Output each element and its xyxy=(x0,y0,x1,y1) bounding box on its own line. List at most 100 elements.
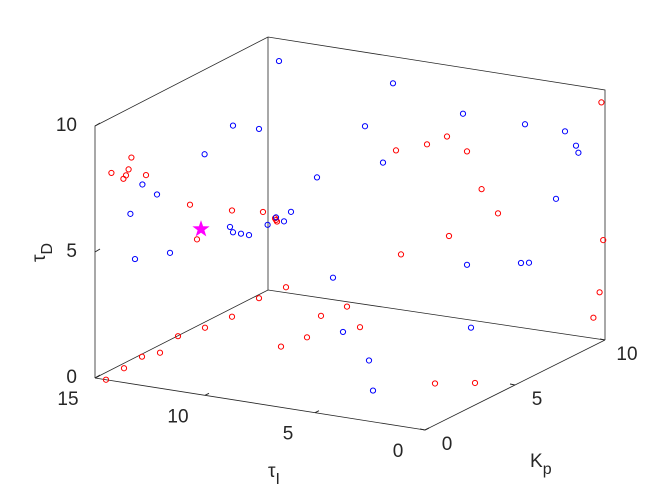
x-tick-label: 10 xyxy=(167,406,188,427)
point xyxy=(317,312,325,319)
point xyxy=(275,57,283,65)
z-tick xyxy=(94,374,101,379)
point xyxy=(389,80,397,87)
point xyxy=(423,141,431,148)
point xyxy=(517,259,525,267)
point xyxy=(463,261,471,268)
point xyxy=(139,181,146,188)
y-tick-label: 10 xyxy=(616,344,637,365)
point xyxy=(138,353,146,360)
point xyxy=(229,122,237,129)
point xyxy=(343,303,351,310)
point xyxy=(174,333,182,340)
point xyxy=(397,251,405,258)
y-tick xyxy=(419,428,426,431)
y-tick-label: 0 xyxy=(442,434,453,455)
point xyxy=(287,208,295,215)
y-tick xyxy=(599,338,606,341)
point xyxy=(596,289,603,296)
x-tick xyxy=(424,427,430,431)
point xyxy=(478,186,485,193)
x-axis-label: τI xyxy=(268,461,280,488)
point xyxy=(186,201,194,208)
x-tick xyxy=(314,410,320,414)
point xyxy=(142,172,150,179)
z-tick-label: 0 xyxy=(66,367,77,388)
point xyxy=(369,387,377,394)
y-label-sub: p xyxy=(543,461,552,478)
x-tick-label: 15 xyxy=(57,389,78,410)
point xyxy=(463,148,471,155)
point xyxy=(259,208,267,216)
point xyxy=(272,214,280,221)
x-label-text: τ xyxy=(268,461,276,482)
point xyxy=(303,334,311,341)
point xyxy=(229,229,237,236)
point xyxy=(356,324,364,331)
point xyxy=(280,218,288,225)
point xyxy=(282,284,290,291)
y-axis-label: Kp xyxy=(530,451,552,478)
x-label-sub: I xyxy=(276,471,280,488)
point xyxy=(552,195,560,202)
point xyxy=(329,274,337,281)
point xyxy=(156,349,164,356)
back-floor-edge xyxy=(94,289,606,379)
point xyxy=(166,249,174,256)
z-tick xyxy=(94,122,101,127)
point xyxy=(193,236,201,243)
point xyxy=(471,379,479,387)
point xyxy=(255,295,263,302)
y-label-text: K xyxy=(530,451,543,472)
x-tick-label: 5 xyxy=(283,424,294,445)
point xyxy=(572,142,580,149)
z-tick-label: 5 xyxy=(66,241,77,262)
z-label-text: τ xyxy=(29,254,50,262)
point xyxy=(277,343,285,350)
point xyxy=(590,314,597,321)
point xyxy=(365,357,373,364)
point xyxy=(379,159,387,166)
back-edges xyxy=(94,36,606,378)
point xyxy=(226,223,234,231)
point xyxy=(561,128,569,135)
point xyxy=(127,210,134,217)
y-tick-label: 5 xyxy=(532,389,543,410)
point xyxy=(273,218,281,225)
point xyxy=(392,147,400,154)
axes-box xyxy=(94,36,606,431)
point xyxy=(120,175,127,182)
point xyxy=(102,376,110,383)
z-label-sub: D xyxy=(39,243,56,255)
point xyxy=(361,123,369,130)
point xyxy=(431,380,439,387)
point xyxy=(313,174,321,181)
point xyxy=(467,324,475,331)
point xyxy=(153,191,161,198)
x-tick-label: 0 xyxy=(393,441,404,462)
star-point xyxy=(192,220,210,237)
point xyxy=(575,149,582,156)
point xyxy=(525,259,533,266)
point xyxy=(125,166,132,173)
point xyxy=(255,125,263,133)
point xyxy=(271,215,279,222)
point xyxy=(128,154,135,161)
z-tick-label: 10 xyxy=(56,115,77,136)
point xyxy=(120,365,128,372)
point xyxy=(237,230,245,237)
point xyxy=(600,237,607,244)
point xyxy=(131,255,139,263)
point xyxy=(264,221,271,228)
point xyxy=(339,328,347,336)
point xyxy=(228,207,236,214)
point xyxy=(201,151,208,158)
point xyxy=(598,99,605,106)
point xyxy=(521,121,529,128)
y-tick xyxy=(509,383,516,386)
point xyxy=(445,232,453,240)
point xyxy=(108,169,115,177)
x-tick xyxy=(204,392,210,396)
point xyxy=(459,110,467,117)
